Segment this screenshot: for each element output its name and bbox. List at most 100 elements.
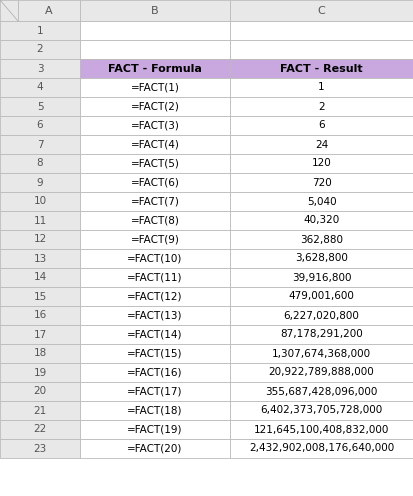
Text: 15: 15 (33, 292, 47, 302)
Text: =FACT(15): =FACT(15) (127, 349, 183, 359)
Bar (230, 21, 413, 40)
Bar (0, 21, 80, 40)
Text: FACT - Formula: FACT - Formula (108, 63, 202, 73)
Bar (80, 59, 230, 78)
Text: 1: 1 (37, 25, 43, 36)
Text: 2: 2 (318, 102, 325, 112)
Text: 362,880: 362,880 (300, 235, 343, 245)
Bar (80, 249, 230, 268)
Bar (0, 268, 80, 287)
Text: =FACT(19): =FACT(19) (127, 425, 183, 434)
Bar (80, 230, 230, 249)
Bar (0, 0, 18, 21)
Bar (0, 401, 80, 420)
Bar (230, 363, 413, 382)
Bar (0, 211, 80, 230)
Text: 6: 6 (37, 121, 43, 130)
Bar (0, 230, 80, 249)
Text: =FACT(2): =FACT(2) (131, 102, 179, 112)
Text: =FACT(13): =FACT(13) (127, 310, 183, 320)
Bar (0, 154, 80, 173)
Text: 20,922,789,888,000: 20,922,789,888,000 (268, 368, 374, 377)
Text: =FACT(4): =FACT(4) (131, 139, 179, 149)
Bar (80, 306, 230, 325)
Text: =FACT(3): =FACT(3) (131, 121, 179, 130)
Text: =FACT(1): =FACT(1) (131, 82, 179, 92)
Bar (230, 154, 413, 173)
Text: 19: 19 (33, 368, 47, 377)
Bar (230, 268, 413, 287)
Bar (230, 439, 413, 458)
Bar (0, 192, 80, 211)
Text: =FACT(14): =FACT(14) (127, 329, 183, 339)
Bar (80, 40, 230, 59)
Bar (80, 420, 230, 439)
Bar (0, 135, 80, 154)
Text: =FACT(9): =FACT(9) (131, 235, 179, 245)
Bar (0, 420, 80, 439)
Text: =FACT(11): =FACT(11) (127, 272, 183, 283)
Bar (0, 59, 80, 78)
Bar (230, 249, 413, 268)
Bar (0, 325, 80, 344)
Bar (230, 382, 413, 401)
Bar (80, 0, 230, 21)
Text: =FACT(6): =FACT(6) (131, 178, 179, 187)
Bar (80, 325, 230, 344)
Text: =FACT(12): =FACT(12) (127, 292, 183, 302)
Bar (80, 401, 230, 420)
Text: 120: 120 (312, 159, 331, 169)
Bar (0, 306, 80, 325)
Bar (230, 230, 413, 249)
Bar (0, 439, 80, 458)
Bar (80, 154, 230, 173)
Bar (0, 363, 80, 382)
Text: 7: 7 (37, 139, 43, 149)
Text: =FACT(8): =FACT(8) (131, 215, 179, 226)
Bar (230, 59, 413, 78)
Bar (230, 401, 413, 420)
Bar (80, 173, 230, 192)
Bar (80, 268, 230, 287)
Bar (80, 135, 230, 154)
Text: 10: 10 (33, 196, 47, 206)
Text: 720: 720 (312, 178, 331, 187)
Text: 9: 9 (37, 178, 43, 187)
Bar (230, 0, 413, 21)
Bar (230, 97, 413, 116)
Bar (0, 173, 80, 192)
Text: 1,307,674,368,000: 1,307,674,368,000 (272, 349, 371, 359)
Text: 4: 4 (37, 82, 43, 92)
Bar (230, 420, 413, 439)
Text: =FACT(20): =FACT(20) (127, 443, 183, 453)
Bar (0, 97, 80, 116)
Text: 39,916,800: 39,916,800 (292, 272, 351, 283)
Text: A: A (45, 5, 53, 15)
Text: 6,402,373,705,728,000: 6,402,373,705,728,000 (260, 406, 382, 416)
Text: 18: 18 (33, 349, 47, 359)
Bar (230, 135, 413, 154)
Bar (230, 306, 413, 325)
Bar (80, 192, 230, 211)
Text: 21: 21 (33, 406, 47, 416)
Text: 12: 12 (33, 235, 47, 245)
Bar (0, 40, 80, 59)
Text: 3,628,800: 3,628,800 (295, 253, 348, 263)
Bar (0, 287, 80, 306)
Bar (230, 287, 413, 306)
Text: =FACT(7): =FACT(7) (131, 196, 179, 206)
Bar (230, 78, 413, 97)
Bar (230, 116, 413, 135)
Text: 6,227,020,800: 6,227,020,800 (284, 310, 359, 320)
Text: 6: 6 (318, 121, 325, 130)
Text: 14: 14 (33, 272, 47, 283)
Text: 5: 5 (37, 102, 43, 112)
Text: 23: 23 (33, 443, 47, 453)
Text: 40,320: 40,320 (304, 215, 339, 226)
Text: 2,432,902,008,176,640,000: 2,432,902,008,176,640,000 (249, 443, 394, 453)
Bar (230, 344, 413, 363)
Text: 1: 1 (318, 82, 325, 92)
Bar (230, 40, 413, 59)
Bar (230, 192, 413, 211)
Bar (80, 363, 230, 382)
